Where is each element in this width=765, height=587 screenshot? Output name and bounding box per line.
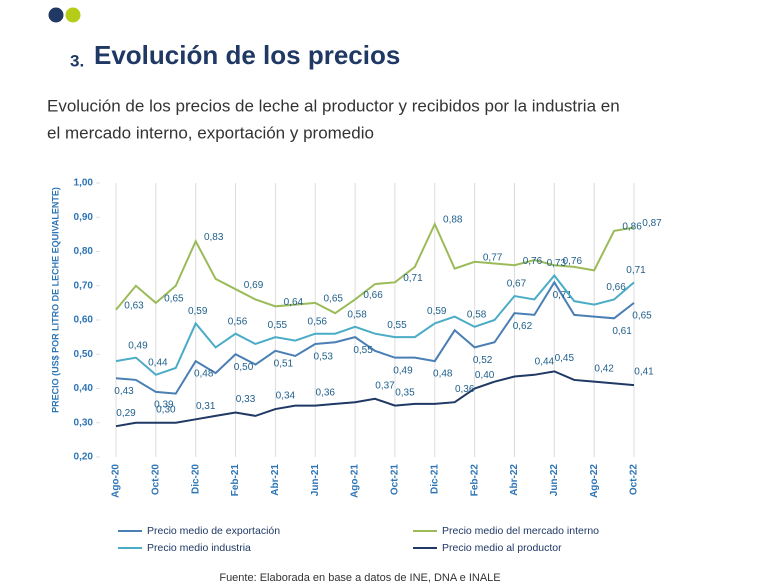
data-label: 0,61: [612, 326, 632, 337]
data-label: 0,58: [347, 309, 367, 320]
subtitle-line: Evolución de los precios de leche al pro…: [47, 96, 620, 115]
data-label: 0,59: [427, 306, 447, 317]
x-tick-label: Oct-22: [629, 464, 640, 496]
data-label: 0,36: [455, 384, 475, 395]
legend-label: Precio medio al productor: [442, 542, 562, 554]
series-line: [115, 221, 635, 315]
data-label: 0,33: [236, 394, 256, 405]
data-label: 0,35: [395, 387, 415, 398]
data-label: 0,49: [128, 340, 148, 351]
data-label: 0,66: [606, 282, 626, 293]
x-tick-label: Ago-20: [111, 464, 122, 498]
data-label: 0,63: [124, 300, 144, 311]
data-label: 0,55: [268, 320, 288, 331]
subtitle-line: el mercado interno, exportación y promed…: [47, 123, 374, 142]
dot-navy: [48, 7, 64, 23]
data-label: 0,86: [622, 222, 642, 233]
data-label: 0,51: [274, 358, 294, 369]
data-label: 0,30: [156, 404, 176, 415]
y-tick-label: 0,20: [74, 452, 94, 463]
x-tick-label: Jun-22: [549, 464, 560, 497]
y-tick-label: 0,50: [74, 349, 94, 360]
legend-label: Precio medio industria: [147, 542, 251, 554]
data-label: 0,48: [194, 369, 214, 380]
section-number: 3.: [70, 51, 84, 70]
x-tick-label: Feb-21: [230, 464, 241, 497]
data-label: 0,49: [393, 365, 413, 376]
x-tick-label: Abr-22: [509, 464, 520, 496]
data-label: 0,43: [114, 386, 134, 397]
series-line: [115, 280, 635, 395]
data-label: 0,65: [323, 294, 343, 305]
x-tick-label: Jun-21: [310, 464, 321, 497]
data-label: 0,48: [433, 369, 453, 380]
x-tick-label: Dic-21: [429, 464, 440, 494]
series-line: [115, 273, 635, 376]
legend-label: Precio medio de exportación: [147, 525, 280, 537]
dot-lime: [65, 7, 81, 23]
data-label: 0,73: [547, 258, 567, 269]
data-label: 0,34: [276, 391, 296, 402]
data-label: 0,36: [315, 387, 335, 398]
x-tick-label: Dic-20: [190, 464, 201, 494]
data-label: 0,65: [164, 294, 184, 305]
data-label: 0,37: [375, 380, 395, 391]
y-axis-label: PRECIO (US$ POR LITRO DE LECHE EQUIVALEN…: [50, 187, 60, 413]
data-label: 0,66: [363, 290, 383, 301]
data-label: 0,71: [626, 265, 646, 276]
data-label: 0,62: [513, 321, 533, 332]
y-tick-label: 1,00: [74, 178, 94, 189]
y-tick-label: 0,30: [74, 417, 94, 428]
data-label: 0,56: [228, 316, 248, 327]
x-tick-label: Oct-20: [150, 464, 161, 496]
data-label: 0,71: [403, 273, 423, 284]
data-label: 0,67: [507, 279, 527, 290]
data-label: 0,77: [483, 252, 503, 263]
data-label: 0,56: [307, 316, 327, 327]
y-tick-label: 0,90: [74, 212, 94, 223]
data-label: 0,59: [188, 306, 208, 317]
y-tick-label: 0,60: [74, 315, 94, 326]
data-label: 0,42: [594, 363, 614, 374]
data-label: 0,58: [467, 309, 487, 320]
data-label: 0,52: [473, 355, 493, 366]
data-label: 0,40: [475, 370, 495, 381]
data-label: 0,76: [523, 256, 543, 267]
data-label: 0,45: [555, 353, 575, 364]
y-tick-label: 0,70: [74, 280, 94, 291]
data-label: 0,55: [387, 320, 407, 331]
data-label: 0,87: [642, 218, 662, 229]
x-tick-label: Abr-21: [270, 464, 281, 496]
legend-label: Precio medio del mercado interno: [442, 525, 599, 537]
data-label: 0,50: [234, 362, 254, 373]
data-label: 0,55: [353, 345, 373, 356]
title: Evolución de los precios: [94, 40, 400, 70]
x-tick-label: Oct-21: [390, 464, 401, 496]
data-label: 0,64: [284, 297, 304, 308]
data-label: 0,69: [244, 280, 264, 291]
data-label: 0,53: [313, 352, 333, 363]
data-label: 0,65: [632, 311, 652, 322]
data-label: 0,31: [196, 401, 216, 412]
x-tick-label: Ago-21: [350, 464, 361, 498]
data-label: 0,29: [116, 408, 136, 419]
data-label: 0,71: [553, 290, 573, 301]
data-label: 0,44: [148, 357, 168, 368]
data-label: 0,88: [443, 215, 463, 226]
data-label: 0,41: [634, 367, 654, 378]
data-label: 0,44: [535, 356, 555, 367]
x-tick-label: Feb-22: [469, 464, 480, 497]
data-label: 0,39: [154, 400, 174, 411]
data-label: 0,83: [204, 232, 224, 243]
source-note: Fuente: Elaborada en base a datos de INE…: [219, 572, 500, 584]
x-tick-label: Ago-22: [589, 464, 600, 498]
y-tick-label: 0,40: [74, 383, 94, 394]
series-line: [115, 370, 635, 428]
y-tick-label: 0,80: [74, 246, 94, 257]
data-label: 0,76: [563, 256, 583, 267]
